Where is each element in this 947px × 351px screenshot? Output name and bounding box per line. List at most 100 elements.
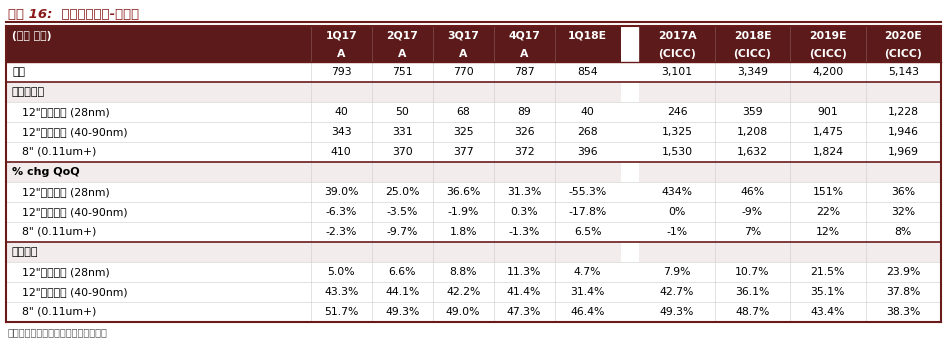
Bar — [6, 302, 941, 322]
Text: 41.4%: 41.4% — [507, 287, 542, 297]
Text: 331: 331 — [392, 127, 413, 137]
Text: 359: 359 — [742, 107, 762, 117]
Text: 48.7%: 48.7% — [735, 307, 770, 317]
Text: 42.2%: 42.2% — [446, 287, 480, 297]
Text: 3,101: 3,101 — [661, 67, 692, 77]
Text: 326: 326 — [514, 127, 534, 137]
Text: A: A — [520, 49, 528, 59]
Text: 1,530: 1,530 — [661, 147, 692, 157]
Text: 收入: 收入 — [12, 67, 25, 77]
Text: (美元 百万): (美元 百万) — [12, 31, 51, 41]
Bar — [6, 282, 941, 302]
Bar — [620, 26, 639, 62]
Text: 按制程分类: 按制程分类 — [12, 87, 45, 97]
Text: 854: 854 — [578, 67, 598, 77]
Text: -1%: -1% — [667, 227, 688, 237]
Text: 42.7%: 42.7% — [660, 287, 694, 297]
Text: -2.3%: -2.3% — [326, 227, 357, 237]
Bar — [6, 262, 941, 282]
Text: 36%: 36% — [891, 187, 916, 197]
Bar — [620, 222, 639, 242]
Text: 410: 410 — [331, 147, 351, 157]
Text: 37.8%: 37.8% — [886, 287, 920, 297]
Text: 47.3%: 47.3% — [507, 307, 542, 317]
Text: 43.3%: 43.3% — [324, 287, 359, 297]
Text: 21.5%: 21.5% — [811, 267, 845, 277]
Text: -1.3%: -1.3% — [509, 227, 540, 237]
Text: 2020E: 2020E — [884, 31, 922, 41]
Text: 2017A: 2017A — [658, 31, 696, 41]
Bar — [620, 62, 639, 82]
Text: 4Q17: 4Q17 — [509, 31, 540, 41]
Text: 4,200: 4,200 — [813, 67, 844, 77]
Text: 32%: 32% — [891, 207, 916, 217]
Text: 1Q17: 1Q17 — [326, 31, 357, 41]
Text: 营收占比: 营收占比 — [12, 247, 39, 257]
Text: 38.3%: 38.3% — [886, 307, 920, 317]
Text: 31.4%: 31.4% — [570, 287, 605, 297]
Text: 36.1%: 36.1% — [735, 287, 770, 297]
Text: 793: 793 — [331, 67, 351, 77]
Text: -3.5%: -3.5% — [386, 207, 418, 217]
Text: 0%: 0% — [669, 207, 686, 217]
Text: 46.4%: 46.4% — [570, 307, 605, 317]
Text: 2018E: 2018E — [734, 31, 771, 41]
Bar — [6, 222, 941, 242]
Bar — [620, 62, 639, 322]
Bar — [6, 26, 941, 62]
Text: 901: 901 — [817, 107, 838, 117]
Text: (CICC): (CICC) — [884, 49, 922, 59]
Text: 1,824: 1,824 — [813, 147, 844, 157]
Text: % chg QoQ: % chg QoQ — [12, 167, 80, 177]
Text: 12"先进制程 (28nm): 12"先进制程 (28nm) — [22, 187, 110, 197]
Bar — [6, 82, 941, 102]
Bar — [6, 182, 941, 202]
Text: 0.3%: 0.3% — [510, 207, 538, 217]
Text: 8" (0.11um+): 8" (0.11um+) — [22, 307, 97, 317]
Text: -1.9%: -1.9% — [448, 207, 479, 217]
Text: 751: 751 — [392, 67, 413, 77]
Text: A: A — [459, 49, 468, 59]
Text: 151%: 151% — [813, 187, 844, 197]
Text: 11.3%: 11.3% — [507, 267, 542, 277]
Text: 5.0%: 5.0% — [328, 267, 355, 277]
Text: 43.4%: 43.4% — [811, 307, 845, 317]
Bar — [620, 202, 639, 222]
Text: 1,475: 1,475 — [813, 127, 844, 137]
Text: (CICC): (CICC) — [658, 49, 696, 59]
Text: 12%: 12% — [815, 227, 840, 237]
Text: (CICC): (CICC) — [809, 49, 847, 59]
Text: -9.7%: -9.7% — [386, 227, 418, 237]
Text: 35.1%: 35.1% — [811, 287, 845, 297]
Text: 12"先进制程 (28nm): 12"先进制程 (28nm) — [22, 267, 110, 277]
Text: 1,208: 1,208 — [737, 127, 768, 137]
Text: A: A — [398, 49, 406, 59]
Text: 51.7%: 51.7% — [324, 307, 359, 317]
Text: 8%: 8% — [895, 227, 912, 237]
Text: (CICC): (CICC) — [734, 49, 771, 59]
Text: 6.6%: 6.6% — [388, 267, 416, 277]
Bar — [620, 182, 639, 202]
Text: 7.9%: 7.9% — [663, 267, 690, 277]
Text: 372: 372 — [514, 147, 534, 157]
Bar — [6, 202, 941, 222]
Text: 49.3%: 49.3% — [385, 307, 420, 317]
Text: 2Q17: 2Q17 — [386, 31, 419, 41]
Bar — [620, 82, 639, 102]
Text: 12"成熟制程 (40-90nm): 12"成熟制程 (40-90nm) — [22, 287, 128, 297]
Text: 3,349: 3,349 — [737, 67, 768, 77]
Text: 396: 396 — [578, 147, 598, 157]
Text: 4.7%: 4.7% — [574, 267, 601, 277]
Text: 图表 16:  盈利预测调整-分板块: 图表 16: 盈利预测调整-分板块 — [8, 7, 139, 20]
Text: 1.8%: 1.8% — [450, 227, 477, 237]
Text: 36.6%: 36.6% — [446, 187, 480, 197]
Bar — [620, 302, 639, 322]
Text: 31.3%: 31.3% — [507, 187, 542, 197]
Text: 40: 40 — [581, 107, 595, 117]
Text: 10.7%: 10.7% — [735, 267, 770, 277]
Text: 25.0%: 25.0% — [385, 187, 420, 197]
Text: 246: 246 — [667, 107, 688, 117]
Bar — [620, 262, 639, 282]
Text: 12"成熟制程 (40-90nm): 12"成熟制程 (40-90nm) — [22, 207, 128, 217]
Text: 44.1%: 44.1% — [385, 287, 420, 297]
